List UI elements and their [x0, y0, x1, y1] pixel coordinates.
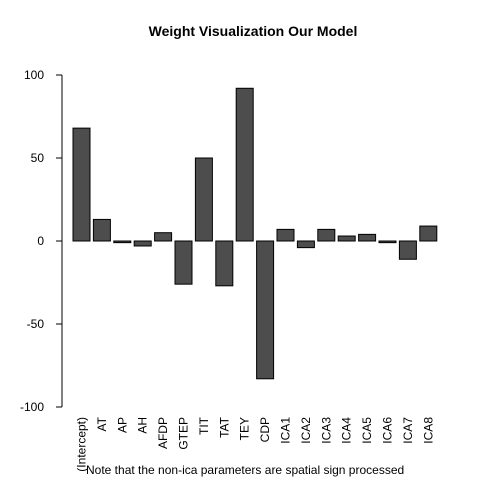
x-tick-label: (Intercept) — [75, 417, 89, 472]
x-tick-label: ICA1 — [279, 417, 293, 444]
y-tick-label: 0 — [37, 234, 44, 248]
x-tick-label: ICA8 — [421, 417, 435, 444]
x-tick-label: AH — [136, 417, 150, 434]
bar — [276, 228, 295, 242]
x-tick-label: GTEP — [177, 417, 191, 450]
chart-title: Weight Visualization Our Model — [149, 23, 358, 39]
x-tick-label: ICA3 — [319, 417, 333, 444]
bar — [113, 240, 132, 244]
bar — [154, 232, 173, 242]
bar — [317, 228, 336, 242]
x-tick-label: TEY — [238, 417, 252, 440]
x-tick-label: ICA7 — [401, 417, 415, 444]
x-tick-label: TIT — [197, 416, 211, 435]
x-tick-labels: (Intercept) AT AP AH AFDP GTEP TIT TAT TEY CDP ICA… — [75, 416, 436, 471]
bar — [398, 240, 417, 260]
x-tick-label: ICA4 — [340, 417, 354, 444]
y-tick-label: -50 — [27, 317, 45, 331]
x-tick-label: AFDP — [156, 417, 170, 449]
bars — [72, 87, 438, 380]
x-tick-label: AT — [95, 416, 109, 431]
y-tick-label: 100 — [24, 68, 44, 82]
bar — [337, 235, 356, 242]
x-tick-label: ICA6 — [381, 417, 395, 444]
bar — [215, 240, 234, 287]
x-tick-label: ICA2 — [299, 417, 313, 444]
bar — [92, 218, 111, 242]
bar — [194, 157, 213, 242]
bar — [419, 225, 438, 242]
y-axis: -100 -50 0 50 100 — [20, 68, 63, 414]
y-tick-label: -100 — [20, 400, 44, 414]
bar — [174, 240, 193, 285]
bar — [235, 87, 254, 242]
bar — [72, 127, 91, 242]
y-tick-label: 50 — [31, 151, 45, 165]
chart-note: Note that the non-ica parameters are spa… — [86, 463, 404, 477]
x-tick-label: AP — [115, 417, 129, 433]
bar — [358, 233, 377, 242]
x-tick-label: ICA5 — [360, 417, 374, 444]
bar — [296, 240, 315, 249]
bar — [256, 240, 275, 380]
x-tick-label: CDP — [258, 417, 272, 442]
bar — [378, 240, 397, 244]
bar — [133, 240, 152, 247]
x-tick-label: TAT — [217, 416, 231, 438]
